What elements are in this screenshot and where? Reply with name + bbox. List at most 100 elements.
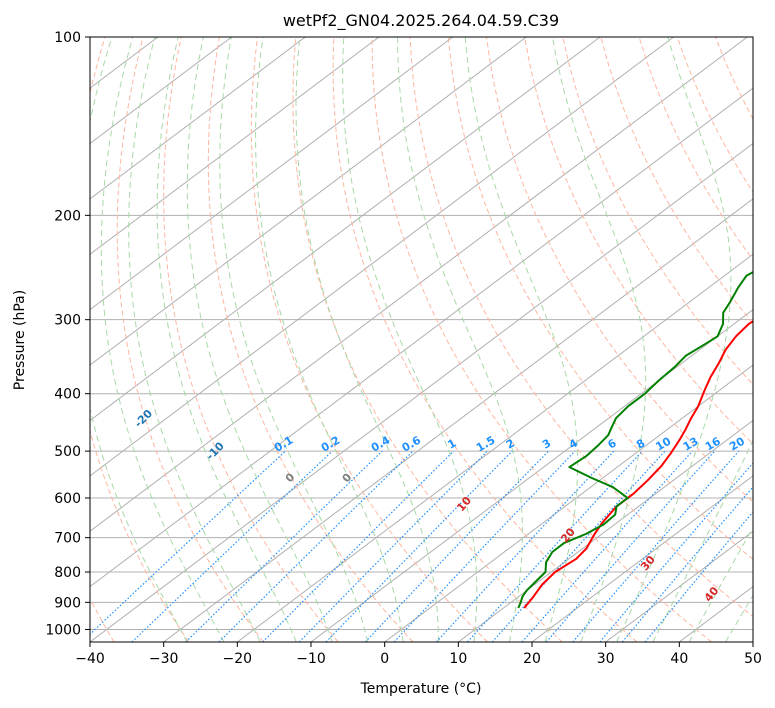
mixing-ratio-lines: [90, 450, 753, 642]
x-axis-ticks: −40 −30 −20 −10 0 10 20 30 40 50: [75, 642, 762, 667]
moist-adiabat-line: [90, 37, 188, 642]
x-tick-label: −20: [223, 651, 253, 667]
x-tick-label: 50: [744, 651, 762, 667]
chart-title: wetPf2_GN04.2025.264.04.59.C39: [283, 11, 559, 31]
moist-adiabat-line: [688, 526, 753, 642]
mixing-ratio-line: [298, 450, 488, 642]
mixing-ratio-line: [572, 450, 740, 642]
moist-adiabat-line: [616, 37, 732, 642]
moist-adiabat-line: [464, 37, 579, 642]
mixing-ratio-label: 3: [540, 437, 553, 452]
mixing-ratio-label: 8: [634, 437, 647, 452]
moist-adiabat-lines: [90, 37, 753, 642]
isotherm-line: [90, 87, 753, 588]
temperature-profile-line: [523, 320, 753, 609]
x-tick-label: −40: [75, 651, 105, 667]
mixing-ratio-line: [545, 450, 716, 642]
dry-adiabat-line: [207, 37, 414, 642]
y-tick-label: 100: [54, 30, 81, 46]
x-tick-label: 10: [449, 651, 467, 667]
moist-adiabat-line: [219, 37, 369, 642]
moist-adiabat-line: [128, 37, 261, 642]
mixing-ratio-label: 6: [606, 436, 619, 451]
y-tick-label: 200: [54, 208, 81, 224]
isotherm-line: [163, 198, 753, 642]
moist-adiabat-line: [156, 37, 297, 642]
dry-adiabat-label: 0: [283, 470, 298, 485]
moist-adiabat-label: 40: [702, 584, 722, 604]
isotherm-line: [90, 37, 748, 532]
dry-adiabat-line: [524, 37, 753, 445]
isotherm-line: [0, 37, 11, 642]
dry-adiabat-line: [116, 37, 264, 642]
dry-adiabat-line: [250, 37, 488, 642]
y-tick-label: 1000: [45, 622, 81, 638]
y-tick-label: 700: [54, 531, 81, 547]
moist-adiabat-line: [295, 37, 439, 642]
dry-adiabat-line: [409, 37, 753, 618]
mixing-ratio-label: 2: [504, 437, 517, 452]
isobar-lines: [90, 37, 753, 630]
mixing-ratio-line: [467, 450, 643, 642]
mixing-ratio-line: [393, 450, 576, 642]
x-tick-label: 30: [597, 651, 615, 667]
moist-adiabat-line: [186, 37, 333, 642]
y-tick-label: 300: [54, 313, 81, 329]
isotherm-line: [605, 530, 753, 642]
dry-adiabat-line: [447, 37, 753, 561]
x-tick-label: −10: [296, 651, 326, 667]
plot-frame: [89, 36, 754, 643]
dry-adiabat-line: [371, 37, 713, 642]
isotherm-line: [90, 37, 601, 422]
isotherm-line: [90, 37, 453, 311]
mixing-ratio-label: 25: [752, 435, 772, 454]
dry-adiabat-line: [754, 37, 775, 642]
moist-adiabat-label: 10: [454, 494, 474, 514]
mixing-ratio-line: [621, 486, 753, 642]
mixing-ratio-line: [131, 450, 333, 642]
isotherm-line: [458, 419, 753, 642]
dry-adiabat-line: [562, 37, 753, 386]
y-axis-label: Pressure (hPa): [12, 290, 28, 390]
mixing-ratio-line: [90, 450, 286, 636]
moist-adiabat-line: [397, 37, 523, 642]
x-tick-label: 40: [670, 651, 688, 667]
y-tick-label: 600: [54, 491, 81, 507]
moist-adiabat-line: [255, 37, 404, 642]
mixing-ratio-line: [325, 450, 513, 642]
x-axis-label: Temperature (°C): [360, 681, 482, 697]
y-tick-label: 400: [54, 387, 81, 403]
x-tick-label: −30: [149, 651, 179, 667]
isotherm-line: [90, 37, 380, 255]
y-tick-label: 900: [54, 595, 81, 611]
isotherm-line: [90, 142, 753, 642]
isotherm-line: [90, 37, 232, 145]
moist-adiabat-line: [652, 439, 753, 642]
dry-adiabat-line: [90, 37, 190, 642]
isotherm-line: [531, 475, 753, 642]
x-tick-label: 0: [380, 651, 389, 667]
profile-series: [517, 270, 753, 609]
dry-adiabat-line: [714, 37, 753, 120]
y-tick-label: 800: [54, 565, 81, 581]
mixing-ratio-line: [218, 450, 414, 642]
dry-adiabat-label: -20: [132, 407, 155, 430]
dry-adiabat-line: [163, 37, 339, 642]
dry-adiabat-labels: -100-90-80-70-60-50-40-30-20-100: [132, 407, 298, 485]
mixing-ratio-line: [521, 450, 693, 642]
dry-adiabat-line: [486, 37, 753, 503]
dry-adiabat-line: [90, 597, 115, 642]
isotherm-line: [752, 641, 753, 642]
plot-area: -100-90-80-70-60-50-40-30-20-100 0102030…: [0, 37, 775, 642]
dry-adiabat-line: [292, 37, 563, 642]
isotherm-line: [90, 37, 306, 200]
dry-adiabat-line: [332, 37, 638, 642]
isotherm-line: [90, 37, 527, 366]
mixing-ratio-line: [364, 450, 549, 642]
isotherm-line: [384, 364, 753, 642]
mixing-ratio-line: [599, 462, 753, 642]
dry-adiabat-line: [638, 37, 753, 261]
isotherm-line: [237, 253, 753, 642]
moist-adiabat-label: 0: [340, 471, 355, 485]
